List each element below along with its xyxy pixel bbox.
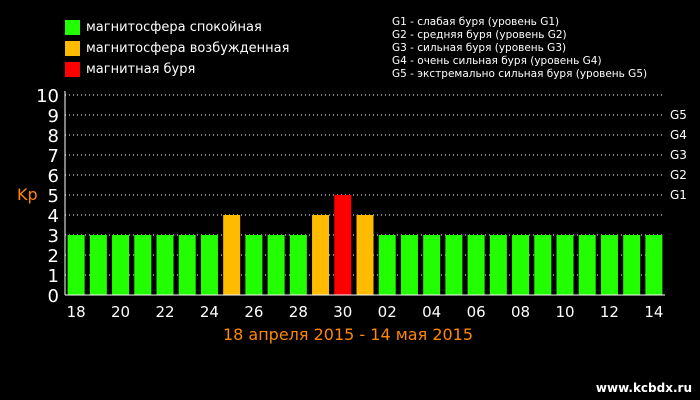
g-level-tick-label: G4 [670,128,687,142]
legend-swatch-active [65,41,80,56]
storm-level-g1: G1 - слабая буря (уровень G1) [392,16,560,28]
bar [223,215,241,295]
x-tick-label: 30 [333,303,352,321]
storm-level-g3: G3 - сильная буря (уровень G3) [392,42,567,54]
g-level-tick-label: G2 [670,168,687,182]
bar [134,235,152,295]
bar [112,235,130,295]
legend-label-quiet: магнитосфера спокойная [86,20,262,35]
bar [467,235,485,295]
x-tick-label: 18 [67,303,86,321]
g-level-tick-label: G1 [670,188,687,202]
bar [534,235,552,295]
bar [423,235,441,295]
storm-level-g4: G4 - очень сильная буря (уровень G4) [392,55,602,67]
bar [578,235,596,295]
bar [356,215,374,295]
bar [378,235,396,295]
g-level-tick-label: G5 [670,108,687,122]
bar [334,195,352,295]
bar [489,235,507,295]
y-tick-label: 10 [36,86,59,107]
legend-label-storm: магнитная буря [86,62,196,77]
g-level-tick-label: G3 [670,148,687,162]
legend-swatch-storm [65,62,80,77]
bar [400,235,418,295]
storm-level-g5: G5 - экстремально сильная буря (уровень … [392,68,648,80]
y-tick-label: 5 [48,186,59,207]
x-tick-label: 28 [289,303,308,321]
x-tick-label: 08 [511,303,530,321]
storm-level-legend: G1 - слабая буря (уровень G1) G2 - средн… [392,16,647,81]
bar [445,235,463,295]
x-tick-label: 24 [200,303,219,321]
bar [623,235,641,295]
bar [556,235,574,295]
x-tick-label: 20 [111,303,130,321]
y-tick-label: 8 [48,126,59,147]
bar [312,215,330,295]
legend-item-active: магнитосфера возбужденная [65,38,289,59]
bar [267,235,285,295]
y-tick-label: 0 [48,286,59,307]
x-tick-label: 14 [644,303,663,321]
x-tick-label: 12 [600,303,619,321]
legend-swatch-quiet [65,20,80,35]
y-tick-label: 3 [48,226,59,247]
bar [156,235,174,295]
color-legend: магнитосфера спокойная магнитосфера возб… [65,17,289,80]
bar [89,235,107,295]
y-tick-label: 1 [48,266,59,287]
bar [178,235,196,295]
bar [645,235,663,295]
x-tick-label: 22 [155,303,174,321]
y-tick-label: 6 [48,166,59,187]
bar [289,235,307,295]
x-tick-label: 06 [467,303,486,321]
x-tick-label: 10 [555,303,574,321]
legend-label-active: магнитосфера возбужденная [86,41,290,56]
y-tick-label: 2 [48,246,59,267]
bar [600,235,618,295]
y-tick-label: 4 [48,206,59,227]
y-axis-label: Kp [17,185,38,204]
bar [200,235,218,295]
storm-level-g2: G2 - средняя буря (уровень G2) [392,29,567,41]
legend-item-storm: магнитная буря [65,59,289,80]
bar [512,235,530,295]
x-tick-label: 04 [422,303,441,321]
bar [67,235,85,295]
bars [67,195,663,295]
x-axis-label: 18 апреля 2015 - 14 мая 2015 [223,325,473,344]
bar [245,235,263,295]
y-tick-label: 9 [48,106,59,127]
x-tick-label: 26 [244,303,263,321]
watermark: www.kcbdx.ru [595,381,692,395]
x-tick-label: 02 [378,303,397,321]
legend-item-quiet: магнитосфера спокойная [65,17,289,38]
y-tick-label: 7 [48,146,59,167]
